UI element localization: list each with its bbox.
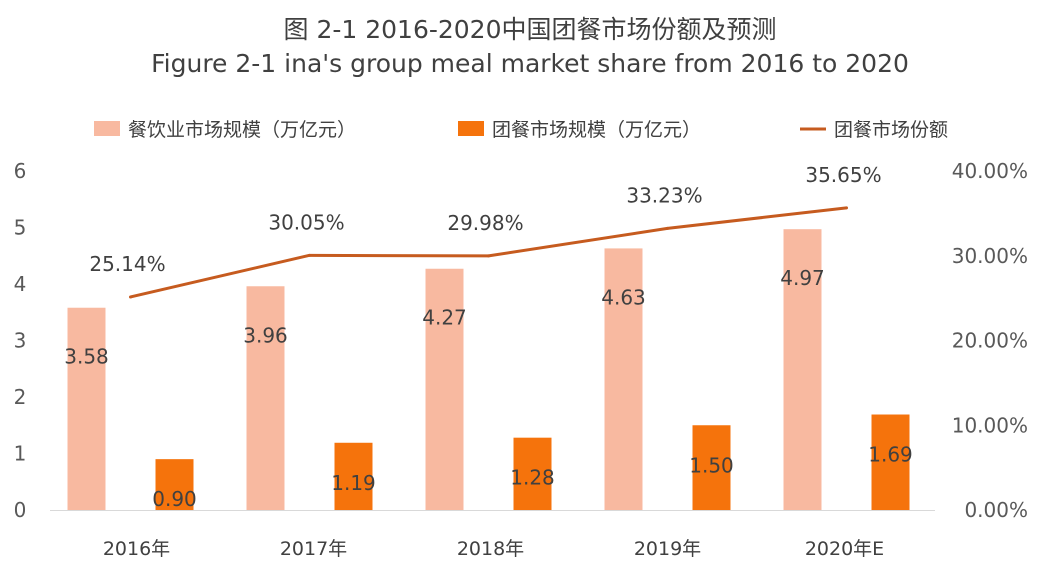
- data-label-group-meal-share: 33.23%: [626, 183, 702, 207]
- chart-subtitle: Figure 2-1 ina's group meal market share…: [151, 49, 909, 78]
- left-axis-tick-label: 3: [14, 329, 27, 353]
- legend-swatch-group-meal-market: [458, 121, 484, 136]
- left-axis-tick-label: 2: [14, 385, 27, 409]
- left-axis-tick-label: 6: [14, 159, 27, 183]
- legend-label-restaurant-market: 餐饮业市场规模（万亿元）: [128, 119, 356, 141]
- right-axis-tick-label: 30.00%: [952, 244, 1028, 268]
- category-label: 2018年: [457, 538, 524, 560]
- data-label-restaurant-market: 3.58: [64, 345, 109, 369]
- line-point-group-meal-share: [308, 253, 311, 257]
- category-axis: 2016年 2017年 2018年 2019年 2020年E: [50, 510, 935, 560]
- legend-label-group-meal-market: 团餐市场规模（万亿元）: [492, 119, 701, 141]
- right-axis-tick-label: 10.00%: [952, 413, 1028, 437]
- category-label: 2017年: [280, 538, 347, 560]
- bar-restaurant-market: [246, 286, 285, 510]
- legend: 餐饮业市场规模（万亿元） 团餐市场规模（万亿元） 团餐市场份额: [94, 119, 948, 141]
- line-point-group-meal-share: [666, 226, 669, 230]
- data-label-group-meal-share: 30.05%: [268, 210, 344, 234]
- data-label-group-meal-market: 1.28: [510, 466, 555, 490]
- legend-label-group-meal-share: 团餐市场份额: [834, 119, 948, 141]
- data-label-group-meal-market: 1.69: [868, 443, 913, 467]
- bar-restaurant-market: [604, 248, 643, 510]
- bar-restaurant-market: [67, 307, 106, 510]
- data-label-group-meal-share: 29.98%: [447, 211, 523, 235]
- data-label-group-meal-share: 35.65%: [805, 163, 881, 187]
- data-label-group-meal-market: 1.19: [331, 471, 376, 495]
- category-label: 2016年: [103, 538, 170, 560]
- bar-group-meal-market: [692, 425, 731, 510]
- data-label-restaurant-market: 3.96: [243, 323, 288, 347]
- data-label-group-meal-market: 1.50: [689, 453, 734, 477]
- data-label-group-meal-share: 25.14%: [89, 252, 165, 276]
- data-labels-layer: 3.58 0.90 3.96 1.19 4.27 1.28 4.63 1.50 4.97 1.69…: [64, 163, 913, 511]
- line-layer: [129, 206, 848, 299]
- data-label-restaurant-market: 4.63: [601, 285, 646, 309]
- bar-group-meal-market: [334, 442, 373, 510]
- category-label: 2019年: [634, 538, 701, 560]
- left-axis: 0 1 2 3 4 5 6: [14, 159, 27, 522]
- right-axis: 0.00% 10.00% 20.00% 30.00% 40.00%: [952, 159, 1028, 522]
- bar-group-meal-market: [871, 414, 910, 510]
- line-point-group-meal-share: [487, 254, 490, 258]
- right-axis-tick-label: 0.00%: [964, 498, 1028, 522]
- legend-swatch-restaurant-market: [94, 121, 120, 136]
- bar-group-meal-market: [155, 459, 194, 510]
- left-axis-tick-label: 1: [14, 442, 27, 466]
- bar-group-meal-market: [513, 437, 552, 510]
- line-point-group-meal-share: [129, 295, 132, 299]
- right-axis-tick-label: 20.00%: [952, 329, 1028, 353]
- left-axis-tick-label: 0: [14, 498, 27, 522]
- left-axis-tick-label: 4: [14, 272, 27, 296]
- data-label-group-meal-market: 0.90: [152, 487, 197, 511]
- data-label-restaurant-market: 4.27: [422, 306, 467, 330]
- right-axis-tick-label: 40.00%: [952, 159, 1028, 183]
- line-point-group-meal-share: [845, 206, 848, 210]
- bars-layer: [67, 229, 910, 510]
- left-axis-tick-label: 5: [14, 216, 27, 240]
- category-label: 2020年E: [805, 538, 884, 560]
- bar-restaurant-market: [425, 268, 464, 510]
- chart-title: 图 2-1 2016-2020中国团餐市场份额及预测: [284, 15, 777, 44]
- data-label-restaurant-market: 4.97: [780, 266, 825, 290]
- bar-restaurant-market: [783, 229, 822, 510]
